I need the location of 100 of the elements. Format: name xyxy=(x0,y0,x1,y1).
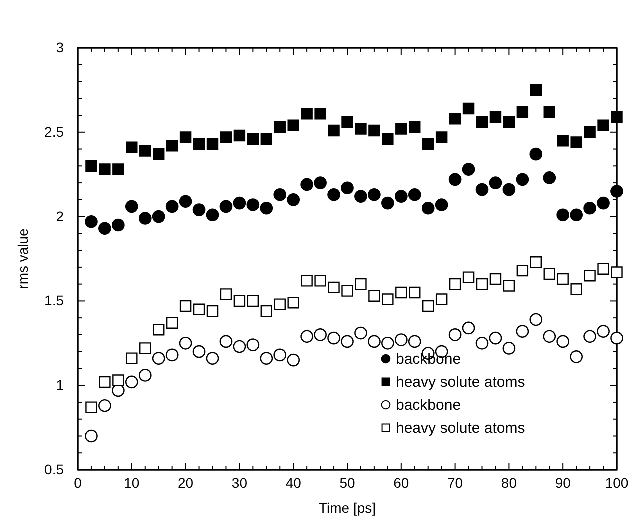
point xyxy=(584,126,596,138)
point xyxy=(152,210,166,224)
point xyxy=(570,350,583,364)
point xyxy=(382,196,394,210)
point xyxy=(490,111,502,124)
legend-label: heavy solute atoms xyxy=(396,420,526,437)
point xyxy=(112,374,124,386)
y-tick-label: 0.5 xyxy=(44,461,64,478)
point xyxy=(490,273,502,286)
point xyxy=(166,348,179,362)
legend-label: backbone xyxy=(396,397,462,414)
x-tick-label: 90 xyxy=(555,474,572,491)
point xyxy=(140,145,152,157)
point xyxy=(516,325,530,338)
point xyxy=(274,348,287,362)
point xyxy=(557,134,569,147)
point xyxy=(220,200,233,214)
point xyxy=(206,305,219,318)
y-tick-label: 2 xyxy=(56,208,64,224)
point xyxy=(611,266,623,278)
point xyxy=(86,160,98,172)
point xyxy=(206,352,220,365)
point xyxy=(382,336,394,350)
point xyxy=(570,284,582,296)
x-axis-title: Time [ps] xyxy=(318,500,376,516)
point xyxy=(503,116,516,128)
point xyxy=(435,198,448,212)
point xyxy=(192,345,206,358)
point xyxy=(301,275,313,287)
point xyxy=(489,176,502,190)
point xyxy=(328,332,340,345)
point xyxy=(314,176,327,190)
point xyxy=(516,173,530,186)
point xyxy=(152,352,166,365)
point xyxy=(166,140,178,152)
point xyxy=(193,304,206,316)
y-tick-label: 2.5 xyxy=(44,124,64,140)
x-tick-label: 80 xyxy=(501,474,518,491)
point xyxy=(314,328,327,342)
point xyxy=(598,263,610,275)
point xyxy=(422,300,434,312)
point xyxy=(98,399,112,412)
point xyxy=(476,116,488,128)
point xyxy=(138,212,152,225)
point xyxy=(436,294,448,306)
x-tick-label: 60 xyxy=(394,474,410,491)
x-tick-label: 100 xyxy=(605,474,629,491)
point xyxy=(220,132,232,144)
point xyxy=(462,322,476,335)
point xyxy=(85,430,98,443)
point xyxy=(206,138,219,150)
point xyxy=(584,270,596,282)
point xyxy=(611,111,623,124)
point xyxy=(125,376,138,389)
point xyxy=(408,188,422,202)
point xyxy=(448,328,462,342)
point xyxy=(544,106,556,118)
point xyxy=(314,108,326,120)
y-tick-label: 1.5 xyxy=(44,292,64,309)
point xyxy=(584,330,596,344)
point xyxy=(260,305,273,318)
point xyxy=(354,190,368,203)
point xyxy=(597,325,610,338)
point xyxy=(462,163,476,176)
point xyxy=(152,324,165,336)
point xyxy=(476,278,488,290)
point xyxy=(476,183,489,196)
point xyxy=(125,200,138,214)
point xyxy=(422,202,435,215)
point xyxy=(246,338,260,352)
point xyxy=(584,202,596,215)
x-tick-label: 50 xyxy=(340,474,356,491)
x-tick-label: 40 xyxy=(286,474,302,491)
x-tick-label: 70 xyxy=(448,474,464,491)
point xyxy=(206,208,220,222)
point xyxy=(86,402,98,414)
point xyxy=(516,264,529,277)
point xyxy=(288,297,300,309)
point xyxy=(543,330,556,344)
point xyxy=(247,133,260,146)
point xyxy=(557,273,569,286)
point xyxy=(247,295,260,308)
point xyxy=(556,208,570,222)
point xyxy=(610,185,624,198)
point xyxy=(287,194,300,206)
legend-label: heavy solute atoms xyxy=(396,374,526,391)
point xyxy=(314,275,326,287)
point xyxy=(180,300,192,312)
point xyxy=(355,278,367,290)
point xyxy=(476,336,489,350)
point xyxy=(598,120,610,132)
point xyxy=(274,298,286,310)
point xyxy=(220,335,233,348)
point xyxy=(300,178,314,192)
point xyxy=(396,286,408,299)
point xyxy=(544,268,556,280)
point xyxy=(503,280,516,292)
point xyxy=(179,336,192,350)
point xyxy=(99,376,111,388)
point xyxy=(368,124,380,137)
